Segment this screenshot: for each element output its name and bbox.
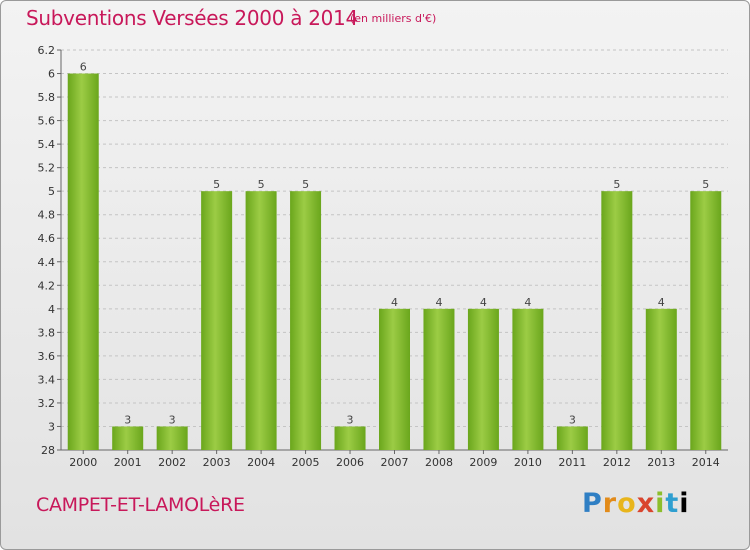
y-tick-label: 3.8 <box>38 326 56 339</box>
chart-title: Subventions Versées 2000 à 2014 <box>26 6 358 30</box>
y-tick-label: 4.4 <box>38 256 56 269</box>
x-tick-label: 2005 <box>292 456 320 469</box>
data-label: 4 <box>435 296 442 309</box>
bars <box>67 73 722 451</box>
logo-letter: o <box>617 488 637 519</box>
y-tick-label: 3.4 <box>38 373 56 386</box>
x-tick-label: 2003 <box>203 456 231 469</box>
data-label: 6 <box>80 61 87 74</box>
y-tick-label: 3.6 <box>38 350 56 363</box>
bar <box>112 426 144 450</box>
logo-letter: P <box>582 488 603 519</box>
y-tick-label: 4.6 <box>38 232 56 245</box>
bar <box>601 191 633 451</box>
bar <box>690 191 722 451</box>
x-tick-label: 2014 <box>692 456 720 469</box>
bar <box>556 426 588 450</box>
bar <box>201 191 233 451</box>
data-label: 5 <box>702 178 709 191</box>
x-tick-label: 2002 <box>158 456 186 469</box>
bar <box>290 191 322 451</box>
x-tick-label: 2000 <box>69 456 97 469</box>
bar <box>67 73 99 450</box>
y-tick-label: 5.2 <box>38 162 56 175</box>
data-label: 4 <box>480 296 487 309</box>
y-tick-label: 3.2 <box>38 397 56 410</box>
x-tick-label: 2009 <box>469 456 497 469</box>
x-tick-label: 2012 <box>603 456 631 469</box>
bar <box>334 426 366 450</box>
x-tick-label: 2001 <box>114 456 142 469</box>
labels: 28 3 3.2 3.4 3.6 3.8 4 4.2 4.4 4.6 4.8 5 5.2 5.4 5.6 5.… <box>38 44 720 469</box>
logo-letter: x <box>636 488 656 519</box>
x-tick-label: 2004 <box>247 456 275 469</box>
bar <box>156 426 188 450</box>
y-tick-label: 6 <box>48 68 55 81</box>
y-tick-label: 28 <box>41 444 55 457</box>
x-tick-label: 2010 <box>514 456 542 469</box>
y-tick-label: 5.4 <box>38 138 56 151</box>
logo-letter: i <box>655 488 666 519</box>
chart-subtitle: (en milliers d'€) <box>350 12 437 25</box>
commune-name: CAMPET-ET-LAMOLèRE <box>36 494 245 516</box>
data-label: 3 <box>347 413 354 426</box>
data-label: 4 <box>658 296 665 309</box>
y-tick-label: 5 <box>48 185 55 198</box>
bar <box>467 308 499 450</box>
logo-letter: r <box>602 488 618 519</box>
data-label: 5 <box>213 178 220 191</box>
data-label: 4 <box>391 296 398 309</box>
data-label: 3 <box>569 413 576 426</box>
data-label: 3 <box>124 413 131 426</box>
bar <box>245 191 277 451</box>
y-tick-label: 4 <box>48 303 55 316</box>
data-label: 4 <box>524 296 531 309</box>
data-label: 5 <box>258 178 265 191</box>
x-tick-label: 2006 <box>336 456 364 469</box>
y-tick-label: 5.8 <box>38 91 56 104</box>
x-tick-label: 2007 <box>381 456 409 469</box>
bar <box>379 308 410 450</box>
data-label: 5 <box>613 178 620 191</box>
bar <box>423 308 455 450</box>
y-tick-label: 4.2 <box>38 279 56 292</box>
x-tick-label: 2008 <box>425 456 453 469</box>
x-tick-label: 2011 <box>558 456 586 469</box>
y-tick-label: 5.6 <box>38 115 56 128</box>
y-tick-label: 3 <box>48 420 55 433</box>
logo-letter: i <box>679 488 690 519</box>
x-tick-label: 2013 <box>647 456 675 469</box>
y-tick-label: 6.2 <box>38 44 56 57</box>
proxiti-logo: Proxiti <box>582 488 690 519</box>
data-label: 5 <box>302 178 309 191</box>
data-label: 3 <box>169 413 176 426</box>
bar <box>512 308 544 450</box>
y-tick-label: 4.8 <box>38 209 56 222</box>
logo-letter: t <box>665 488 680 519</box>
bar <box>645 308 677 450</box>
